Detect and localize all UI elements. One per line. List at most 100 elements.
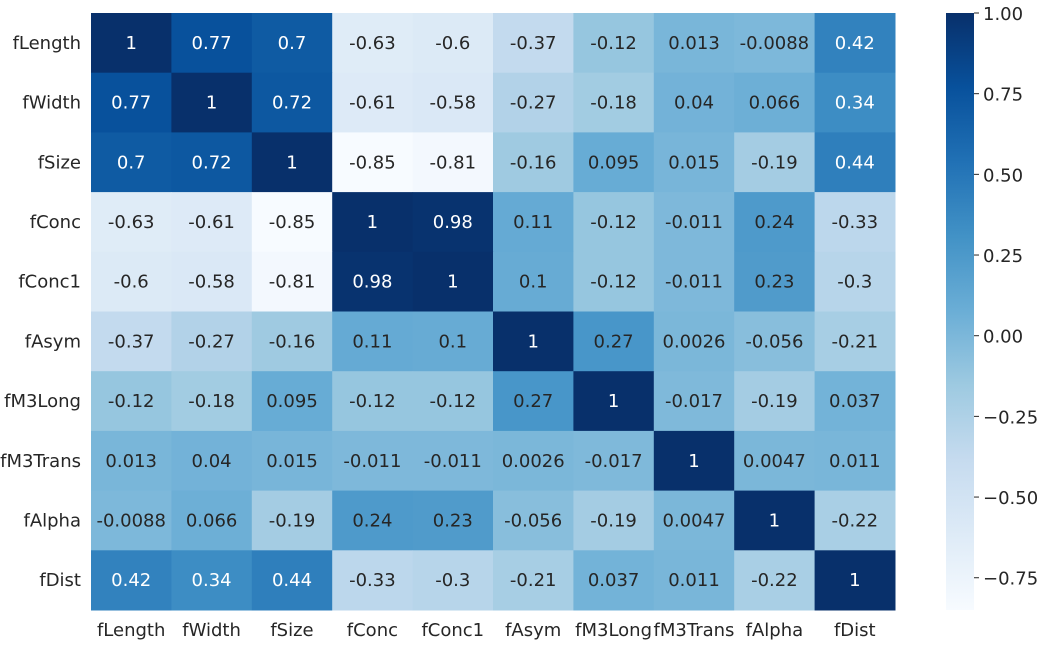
colorbar-gradient — [946, 13, 974, 610]
y-tick-label: fM3Trans — [0, 451, 81, 472]
colorbar-tick-label: 0.00 — [983, 327, 1023, 348]
heatmap-cell — [332, 490, 414, 551]
heatmap-cell-value: -0.33 — [349, 570, 396, 591]
heatmap-cell-value: -0.017 — [585, 451, 643, 472]
heatmap-cell — [734, 132, 816, 193]
heatmap-cell — [332, 371, 414, 432]
x-tick-label: fConc — [347, 620, 398, 641]
heatmap-cell-value: 0.24 — [352, 510, 392, 531]
heatmap-cell-value: 0.0026 — [663, 331, 726, 352]
heatmap-cell-value: 0.04 — [192, 451, 232, 472]
heatmap-cell-value: -0.27 — [188, 331, 235, 352]
y-tick-label: fWidth — [22, 93, 81, 114]
heatmap-cell-value: -0.19 — [751, 391, 798, 412]
heatmap-cell-value: 0.44 — [272, 570, 312, 591]
heatmap-cell — [412, 371, 494, 432]
x-tick-label: fAsym — [505, 620, 561, 641]
heatmap-cell-value: 1 — [206, 93, 217, 114]
heatmap-cell-value: 1 — [286, 152, 297, 173]
heatmap-cell-value: 0.011 — [668, 570, 720, 591]
heatmap-cell — [251, 251, 333, 312]
colorbar-tick-label: −0.75 — [983, 569, 1038, 590]
heatmap-cell — [171, 311, 253, 372]
heatmap-cell — [91, 192, 172, 253]
heatmap-cell — [814, 490, 896, 551]
heatmap-cell-value: 0.013 — [105, 451, 157, 472]
heatmap-cell-value: -0.63 — [349, 33, 396, 54]
heatmap-cell-value: -0.011 — [424, 451, 482, 472]
heatmap-cell — [653, 371, 735, 432]
heatmap-cell-value: -0.58 — [188, 272, 235, 293]
heatmap-cell — [412, 72, 494, 133]
heatmap-cell — [814, 251, 896, 312]
y-axis-tick-labels: fLength fWidth fSize fConc fConc1 fAsym fM3Lon… — [0, 33, 81, 591]
heatmap-cell — [91, 430, 172, 492]
heatmap-cell-value: 0.42 — [835, 33, 875, 54]
heatmap-cell-value: 1 — [125, 33, 136, 54]
heatmap-cell-value: 0.015 — [266, 451, 318, 472]
heatmap-cell-value: -0.19 — [269, 510, 316, 531]
heatmap-cell-value: 0.0026 — [502, 451, 565, 472]
heatmap-cell — [91, 311, 172, 372]
heatmap-cell — [412, 550, 494, 611]
heatmap-cell-value: 0.11 — [513, 212, 553, 233]
heatmap-cell-value: 0.7 — [278, 33, 307, 54]
heatmap-cell-value: -0.27 — [510, 93, 557, 114]
y-tick-label: fAsym — [25, 331, 81, 352]
heatmap-cell — [332, 311, 414, 372]
heatmap-cell — [493, 430, 574, 492]
heatmap-cell — [734, 490, 816, 551]
heatmap-cell-value: 0.77 — [111, 93, 151, 114]
heatmap-cell — [493, 192, 574, 253]
heatmap-cell — [91, 550, 172, 611]
heatmap-cell — [171, 550, 253, 611]
x-tick-label: fM3Trans — [654, 620, 735, 641]
heatmap-cell — [91, 371, 172, 432]
heatmap-cell-value: -0.16 — [269, 331, 316, 352]
heatmap-cell — [91, 72, 172, 133]
heatmap-cell — [573, 251, 655, 312]
heatmap-cell — [573, 311, 655, 372]
heatmap-cell-value: 0.037 — [829, 391, 881, 412]
heatmap-cell-value: -0.12 — [108, 391, 155, 412]
heatmap-cell — [573, 490, 655, 551]
heatmap-cell — [814, 430, 896, 492]
heatmap-cell — [573, 192, 655, 253]
heatmap-cell-value: 0.095 — [588, 152, 640, 173]
heatmap-cell — [91, 132, 172, 193]
heatmap-cell-value: -0.37 — [510, 33, 557, 54]
heatmap-cell-value: -0.22 — [751, 570, 798, 591]
heatmap-cell-value: -0.18 — [188, 391, 235, 412]
x-tick-label: fM3Long — [575, 620, 652, 641]
heatmap-cell-value: -0.85 — [349, 152, 396, 173]
heatmap-cell — [251, 72, 333, 133]
heatmap-cell-value: 0.98 — [352, 272, 392, 293]
heatmap-cell-value: -0.58 — [430, 93, 477, 114]
heatmap-cell-value: 0.42 — [111, 570, 151, 591]
heatmap-cell — [493, 371, 574, 432]
heatmap-cell — [814, 371, 896, 432]
heatmap-cell-value: 0.27 — [594, 331, 634, 352]
heatmap-cell-labels: 1 0.77 0.7 -0.63 -0.6 -0.37 -0.12 0.013 -0.0088 0… — [96, 33, 880, 591]
heatmap-cells — [91, 13, 896, 611]
heatmap-cell — [171, 490, 253, 551]
heatmap-cell-value: 0.1 — [519, 272, 548, 293]
colorbar-tick-label: −0.25 — [983, 407, 1038, 428]
heatmap-cell-value: -0.61 — [188, 212, 235, 233]
heatmap-cell-value: 0.066 — [186, 510, 238, 531]
heatmap-cell — [653, 132, 735, 193]
heatmap-cell — [412, 311, 494, 372]
heatmap-cell-value: -0.12 — [590, 33, 637, 54]
heatmap-cell — [171, 13, 253, 74]
heatmap-cell — [412, 192, 494, 253]
heatmap-cell-value: 1 — [769, 510, 780, 531]
heatmap-cell — [573, 371, 655, 432]
heatmap-cell — [814, 192, 896, 253]
heatmap-cell-value: 0.98 — [433, 212, 473, 233]
heatmap-cell-value: 1 — [447, 272, 458, 293]
y-tick-label: fAlpha — [23, 510, 81, 531]
heatmap-cell — [814, 72, 896, 133]
heatmap-cell — [332, 132, 414, 193]
heatmap-cell-value: -0.21 — [510, 570, 557, 591]
